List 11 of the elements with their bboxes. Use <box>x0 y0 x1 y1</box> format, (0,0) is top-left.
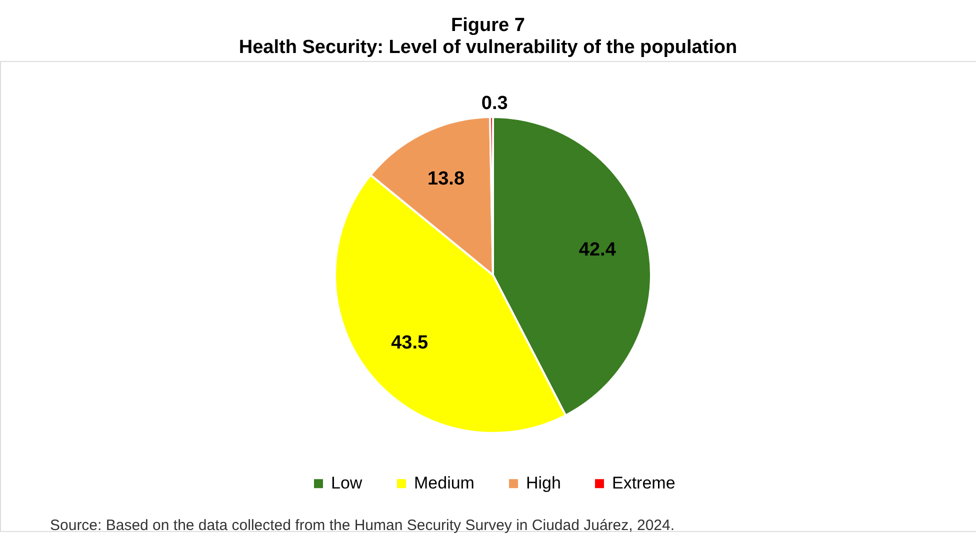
chart-subtitle: Health Security: Level of vulnerability of the population <box>238 37 738 58</box>
legend-label: High <box>526 474 561 493</box>
legend-label: Medium <box>414 474 474 493</box>
data-label: 42.4 <box>578 240 616 261</box>
source-note: Source: Based on the data collected from the Human Security Survey in Ciudad Juárez, 2024. <box>50 517 675 534</box>
legend-label: Low <box>331 474 363 493</box>
data-label: 0.3 <box>481 93 508 114</box>
chart-title: Figure 7 <box>451 15 525 36</box>
legend-label: Extreme <box>612 474 676 493</box>
data-label: 13.8 <box>428 168 465 190</box>
data-label: 43.5 <box>391 332 428 354</box>
